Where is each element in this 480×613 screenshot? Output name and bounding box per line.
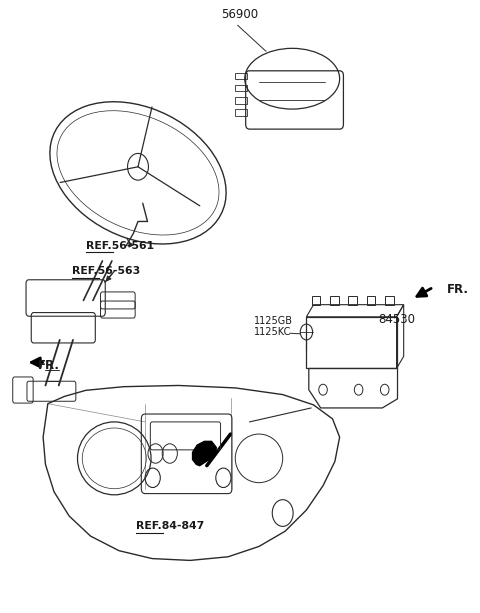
Text: FR.: FR. (38, 359, 60, 372)
Bar (330, 296, 338, 305)
Bar (367, 296, 375, 305)
Text: 56900: 56900 (221, 8, 259, 21)
Text: REF.56-561: REF.56-561 (86, 241, 154, 251)
Text: 1125KC: 1125KC (254, 327, 292, 337)
Bar (235, 72, 247, 79)
Polygon shape (192, 441, 216, 466)
Bar (235, 97, 247, 104)
Text: 1125GB: 1125GB (254, 316, 293, 326)
Bar (385, 296, 394, 305)
Bar (235, 85, 247, 91)
Text: 84530: 84530 (378, 313, 415, 326)
Text: REF.56-563: REF.56-563 (72, 266, 140, 276)
Bar (235, 109, 247, 116)
Text: REF.84-847: REF.84-847 (136, 522, 204, 531)
Text: FR.: FR. (446, 283, 468, 296)
Bar (312, 296, 320, 305)
Bar (348, 296, 357, 305)
